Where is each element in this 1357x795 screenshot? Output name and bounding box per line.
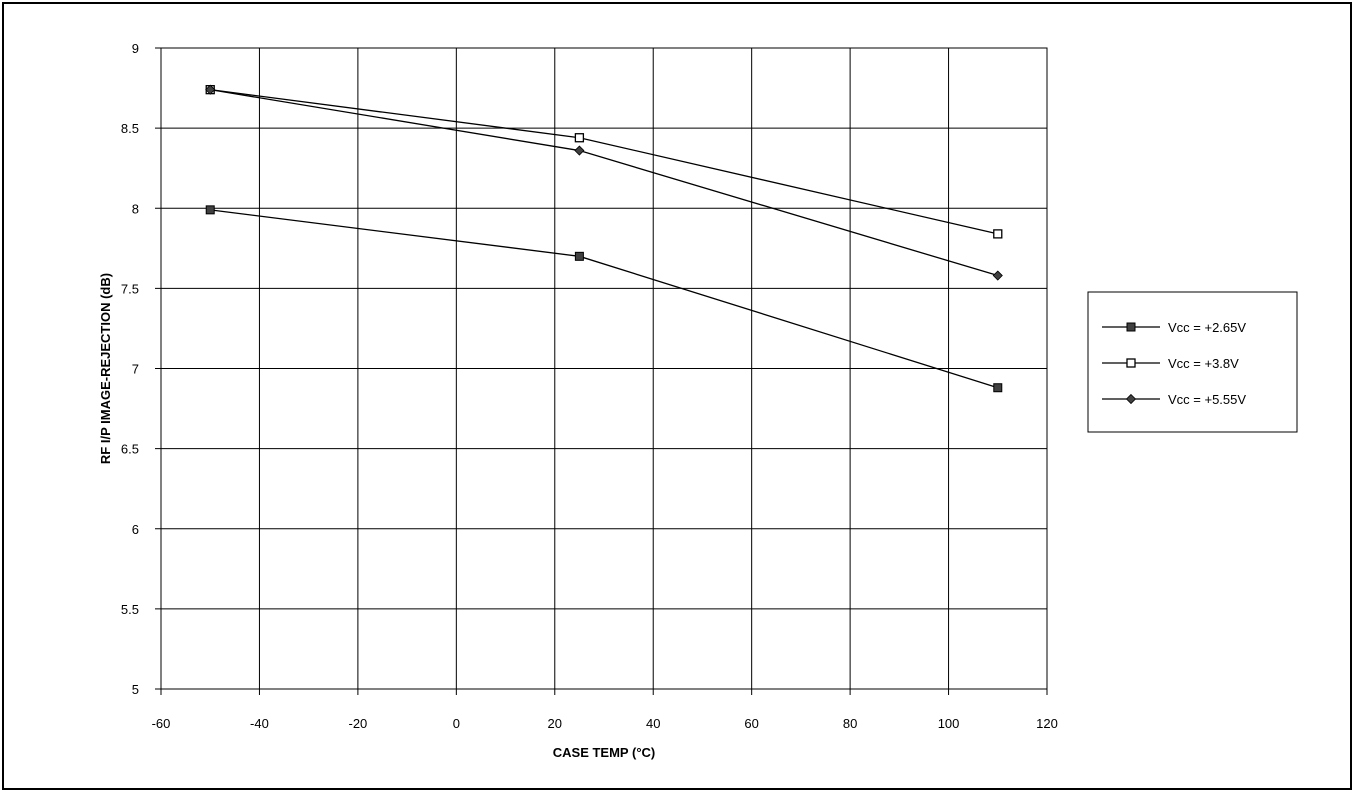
series-line bbox=[210, 209, 998, 389]
x-tick-label: 80 bbox=[843, 716, 857, 731]
y-tick-label: 8 bbox=[132, 201, 139, 216]
y-tick-label: 5 bbox=[132, 682, 139, 697]
legend-item-1: Vcc = +2.65V bbox=[1102, 320, 1246, 335]
legend: Vcc = +2.65V Vcc = +3.8V Vcc = +5.55V bbox=[1087, 291, 1298, 433]
marker-filled-square bbox=[205, 205, 215, 215]
x-tick-label: -40 bbox=[250, 716, 269, 731]
grid bbox=[160, 47, 1048, 690]
legend-label: Vcc = +3.8V bbox=[1168, 356, 1239, 371]
y-tick-label: 7 bbox=[132, 362, 139, 377]
marker-open-square bbox=[1126, 358, 1136, 368]
y-axis-title: RF I/P IMAGE-REJECTION (dB) bbox=[98, 273, 113, 464]
marker-diamond bbox=[992, 270, 1003, 281]
series-1 bbox=[205, 205, 1003, 393]
x-tick-label: 0 bbox=[453, 716, 460, 731]
x-tick-label: 120 bbox=[1036, 716, 1058, 731]
legend-label: Vcc = +5.55V bbox=[1168, 392, 1246, 407]
y-tick-label: 5.5 bbox=[121, 602, 139, 617]
y-tick-label: 8.5 bbox=[121, 121, 139, 136]
x-tick-label: 40 bbox=[646, 716, 660, 731]
marker-filled-square bbox=[993, 383, 1003, 393]
y-tick-label: 6 bbox=[132, 522, 139, 537]
legend-label: Vcc = +2.65V bbox=[1168, 320, 1246, 335]
x-tick-label: 60 bbox=[744, 716, 758, 731]
x-tick-label: 20 bbox=[548, 716, 562, 731]
legend-item-3: Vcc = +5.55V bbox=[1102, 392, 1246, 407]
series-line bbox=[210, 89, 998, 277]
marker-open-square bbox=[993, 229, 1003, 239]
marker-diamond bbox=[574, 145, 585, 156]
x-axis-ticks: -60 -40 -20 0 20 40 60 80 100 120 bbox=[152, 689, 1058, 731]
series-3 bbox=[205, 84, 1003, 281]
marker-filled-square bbox=[1126, 322, 1136, 332]
marker-open-square bbox=[574, 133, 585, 143]
y-tick-label: 7.5 bbox=[121, 281, 139, 296]
x-tick-label: 100 bbox=[938, 716, 960, 731]
marker-diamond bbox=[205, 84, 216, 95]
series-line bbox=[210, 89, 998, 235]
x-tick-label: -20 bbox=[348, 716, 367, 731]
legend-box bbox=[1087, 291, 1298, 433]
x-tick-label: -60 bbox=[152, 716, 171, 731]
y-tick-label: 9 bbox=[132, 41, 139, 56]
marker-filled-square bbox=[574, 251, 584, 261]
y-tick-label: 6.5 bbox=[121, 442, 139, 457]
marker-diamond bbox=[1125, 393, 1137, 405]
y-axis-ticks: 5 5.5 6 6.5 7 7.5 8 8.5 9 bbox=[121, 41, 161, 697]
plot-area bbox=[160, 47, 1048, 690]
x-axis-title: CASE TEMP (°C) bbox=[553, 745, 655, 760]
legend-item-2: Vcc = +3.8V bbox=[1102, 356, 1239, 371]
series-group bbox=[205, 84, 1003, 393]
